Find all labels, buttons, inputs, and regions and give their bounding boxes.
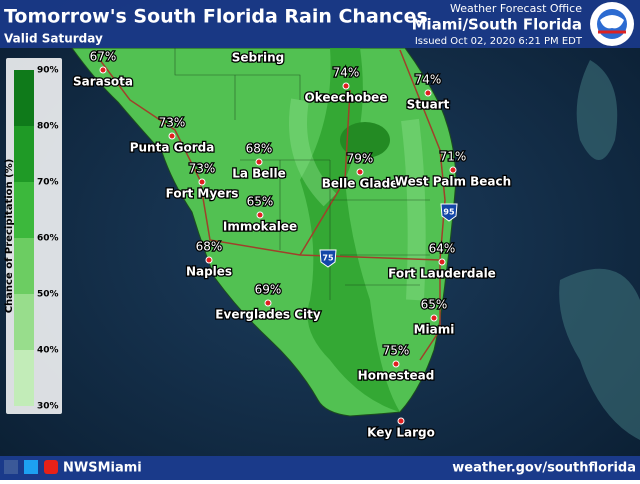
header-bar [0, 0, 640, 48]
legend-label: 40% [37, 346, 59, 356]
rain-chance: 74% [333, 66, 360, 80]
footer-bar [0, 456, 640, 480]
city-name: Everglades City [215, 308, 321, 322]
city-dot [438, 258, 446, 266]
city-dot [198, 178, 206, 186]
legend-label: 50% [37, 290, 59, 300]
legend-swatch [14, 294, 34, 350]
city-name: Stuart [407, 98, 450, 112]
rain-chance: 75% [383, 344, 410, 358]
city-name: Key Largo [367, 426, 435, 440]
legend-swatch [14, 238, 34, 294]
region: Miami/South Florida [412, 16, 582, 34]
legend-label: 80% [37, 122, 59, 132]
city-name: La Belle [232, 167, 286, 181]
rain-chance: 74% [415, 73, 442, 87]
legend-swatch [14, 70, 34, 126]
city-name: Sebring [232, 51, 285, 65]
nws-logo [590, 2, 634, 46]
city-dot [342, 82, 350, 90]
social-handle: NWSMiami [63, 461, 142, 476]
city-dot [264, 299, 272, 307]
city-dot [356, 168, 364, 176]
rain-chance: 67% [90, 50, 117, 64]
city-name: Homestead [358, 369, 435, 383]
legend-label: 30% [37, 402, 59, 412]
county-lines [174, 48, 430, 300]
rain-chance: 64% [429, 242, 456, 256]
city-dot [255, 158, 263, 166]
city-name: Belle Glade [322, 177, 399, 191]
rain-chance: 69% [255, 283, 282, 297]
rain-chance: 73% [159, 116, 186, 130]
legend-swatch [14, 182, 34, 238]
city-name: Immokalee [223, 220, 297, 234]
city-name: Okeechobee [305, 91, 388, 105]
city-dot [99, 66, 107, 74]
city-name: Sarasota [73, 75, 133, 89]
city-dot [392, 360, 400, 368]
website[interactable]: weather.gov/southflorida [452, 461, 636, 476]
wetter-area [160, 48, 400, 412]
valid-day: Valid Saturday [4, 32, 103, 46]
city-dot [424, 89, 432, 97]
city-name: Miami [414, 323, 455, 337]
office: Weather Forecast Office [450, 2, 582, 15]
city-name: Fort Lauderdale [388, 267, 496, 281]
city-name: Fort Myers [166, 187, 239, 201]
lake [340, 122, 390, 158]
twitter-icon[interactable] [24, 460, 38, 474]
title: Tomorrow's South Florida Rain Chances [4, 6, 428, 28]
highway-label: 75 [322, 254, 334, 263]
legend-swatch [14, 350, 34, 406]
youtube-icon[interactable] [44, 460, 58, 474]
city-dot [430, 314, 438, 322]
legend-title: Chance of Precipitation (%) [4, 159, 15, 314]
rain-chance: 71% [440, 150, 467, 164]
facebook-icon[interactable] [4, 460, 18, 474]
rain-chance: 68% [246, 142, 273, 156]
city-dot [256, 211, 264, 219]
city-name: Naples [186, 265, 232, 279]
legend-label: 70% [37, 178, 59, 188]
rain-chance: 68% [196, 240, 223, 254]
rain-chance: 65% [421, 298, 448, 312]
drier-area [289, 98, 426, 301]
rain-chance: 73% [189, 162, 216, 176]
city-dot [397, 417, 405, 425]
city-dot [449, 166, 457, 174]
city-dot [168, 132, 176, 140]
legend-swatch [14, 126, 34, 182]
highway-label: 95 [443, 208, 455, 217]
city-name: Punta Gorda [130, 141, 215, 155]
city-name: West Palm Beach [395, 175, 511, 189]
shield-95 [440, 203, 458, 222]
issued: Issued Oct 02, 2020 6:21 PM EDT [415, 36, 583, 47]
rain-chance: 65% [247, 195, 274, 209]
city-dot [205, 256, 213, 264]
rain-chance: 79% [347, 152, 374, 166]
shield-75 [319, 249, 337, 268]
islands [559, 60, 640, 440]
legend-label: 60% [37, 234, 59, 244]
legend-label: 90% [37, 66, 59, 76]
